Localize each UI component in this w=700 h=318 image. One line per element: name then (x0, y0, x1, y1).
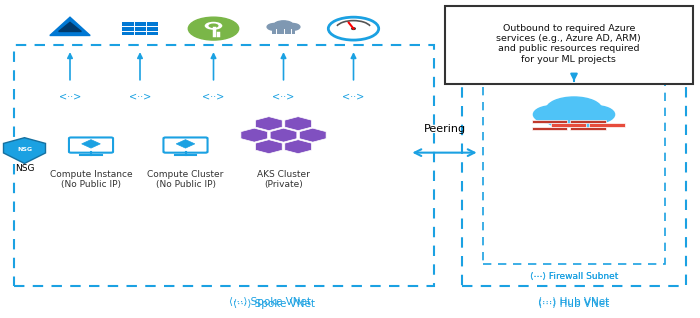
Circle shape (272, 25, 287, 32)
Bar (570, 127, 606, 130)
Circle shape (546, 97, 602, 122)
Polygon shape (59, 22, 81, 31)
Bar (551, 123, 587, 127)
Text: <··>: <··> (59, 92, 81, 102)
Text: Peering: Peering (424, 124, 466, 134)
Polygon shape (285, 140, 312, 154)
Text: ⟨⋯⟩ Firewall Subnet: ⟨⋯⟩ Firewall Subnet (530, 272, 618, 281)
Bar (462, 45, 686, 286)
Circle shape (285, 24, 300, 30)
Text: ⟨⋯⟩ Hub VNet: ⟨⋯⟩ Hub VNet (538, 299, 610, 309)
Polygon shape (176, 140, 195, 148)
Circle shape (533, 106, 573, 123)
Polygon shape (50, 17, 90, 36)
Text: AKS Cluster
(Private): AKS Cluster (Private) (257, 170, 310, 190)
Bar (532, 120, 567, 123)
Text: <··>: <··> (342, 92, 365, 102)
Bar (532, 127, 567, 130)
Circle shape (204, 22, 223, 30)
Polygon shape (270, 128, 297, 142)
Bar (589, 123, 625, 127)
Circle shape (209, 24, 218, 28)
Text: <··>: <··> (202, 92, 225, 102)
Polygon shape (300, 128, 326, 142)
Text: ⟨⋯⟩ Hub VNet: ⟨⋯⟩ Hub VNet (538, 297, 610, 307)
Polygon shape (256, 140, 282, 154)
FancyBboxPatch shape (164, 137, 207, 153)
Circle shape (351, 28, 356, 30)
Polygon shape (82, 140, 100, 148)
Bar (14, 45, 434, 286)
Polygon shape (4, 138, 46, 163)
Text: NSG: NSG (17, 147, 32, 152)
Text: Compute Instance
(No Public IP): Compute Instance (No Public IP) (50, 170, 132, 190)
Text: Compute Cluster
(No Public IP): Compute Cluster (No Public IP) (147, 170, 224, 190)
Bar (483, 80, 665, 264)
Text: NSG: NSG (15, 164, 34, 173)
Text: <··>: <··> (129, 92, 151, 102)
Circle shape (575, 106, 615, 123)
Circle shape (280, 25, 295, 32)
Circle shape (567, 111, 602, 127)
Circle shape (546, 111, 581, 127)
Circle shape (267, 24, 282, 30)
Text: <··>: <··> (272, 92, 295, 102)
Bar (444, 6, 693, 84)
Bar (122, 22, 158, 36)
Text: Outbound to required Azure
services (e.g., Azure AD, ARM)
and public resources r: Outbound to required Azure services (e.g… (496, 24, 641, 64)
Bar (570, 120, 606, 123)
Polygon shape (256, 117, 282, 131)
Circle shape (188, 17, 239, 40)
Text: ⟨⋯⟩ Spoke VNet: ⟨⋯⟩ Spoke VNet (233, 299, 316, 309)
FancyBboxPatch shape (69, 137, 113, 153)
Bar (272, 29, 295, 34)
Circle shape (274, 21, 293, 30)
Polygon shape (241, 128, 267, 142)
Text: ⟨⋯⟩ Firewall Subnet: ⟨⋯⟩ Firewall Subnet (530, 272, 618, 281)
Text: ⟨⋯⟩ Spoke VNet: ⟨⋯⟩ Spoke VNet (229, 297, 312, 307)
Polygon shape (285, 117, 312, 131)
Circle shape (328, 17, 379, 40)
